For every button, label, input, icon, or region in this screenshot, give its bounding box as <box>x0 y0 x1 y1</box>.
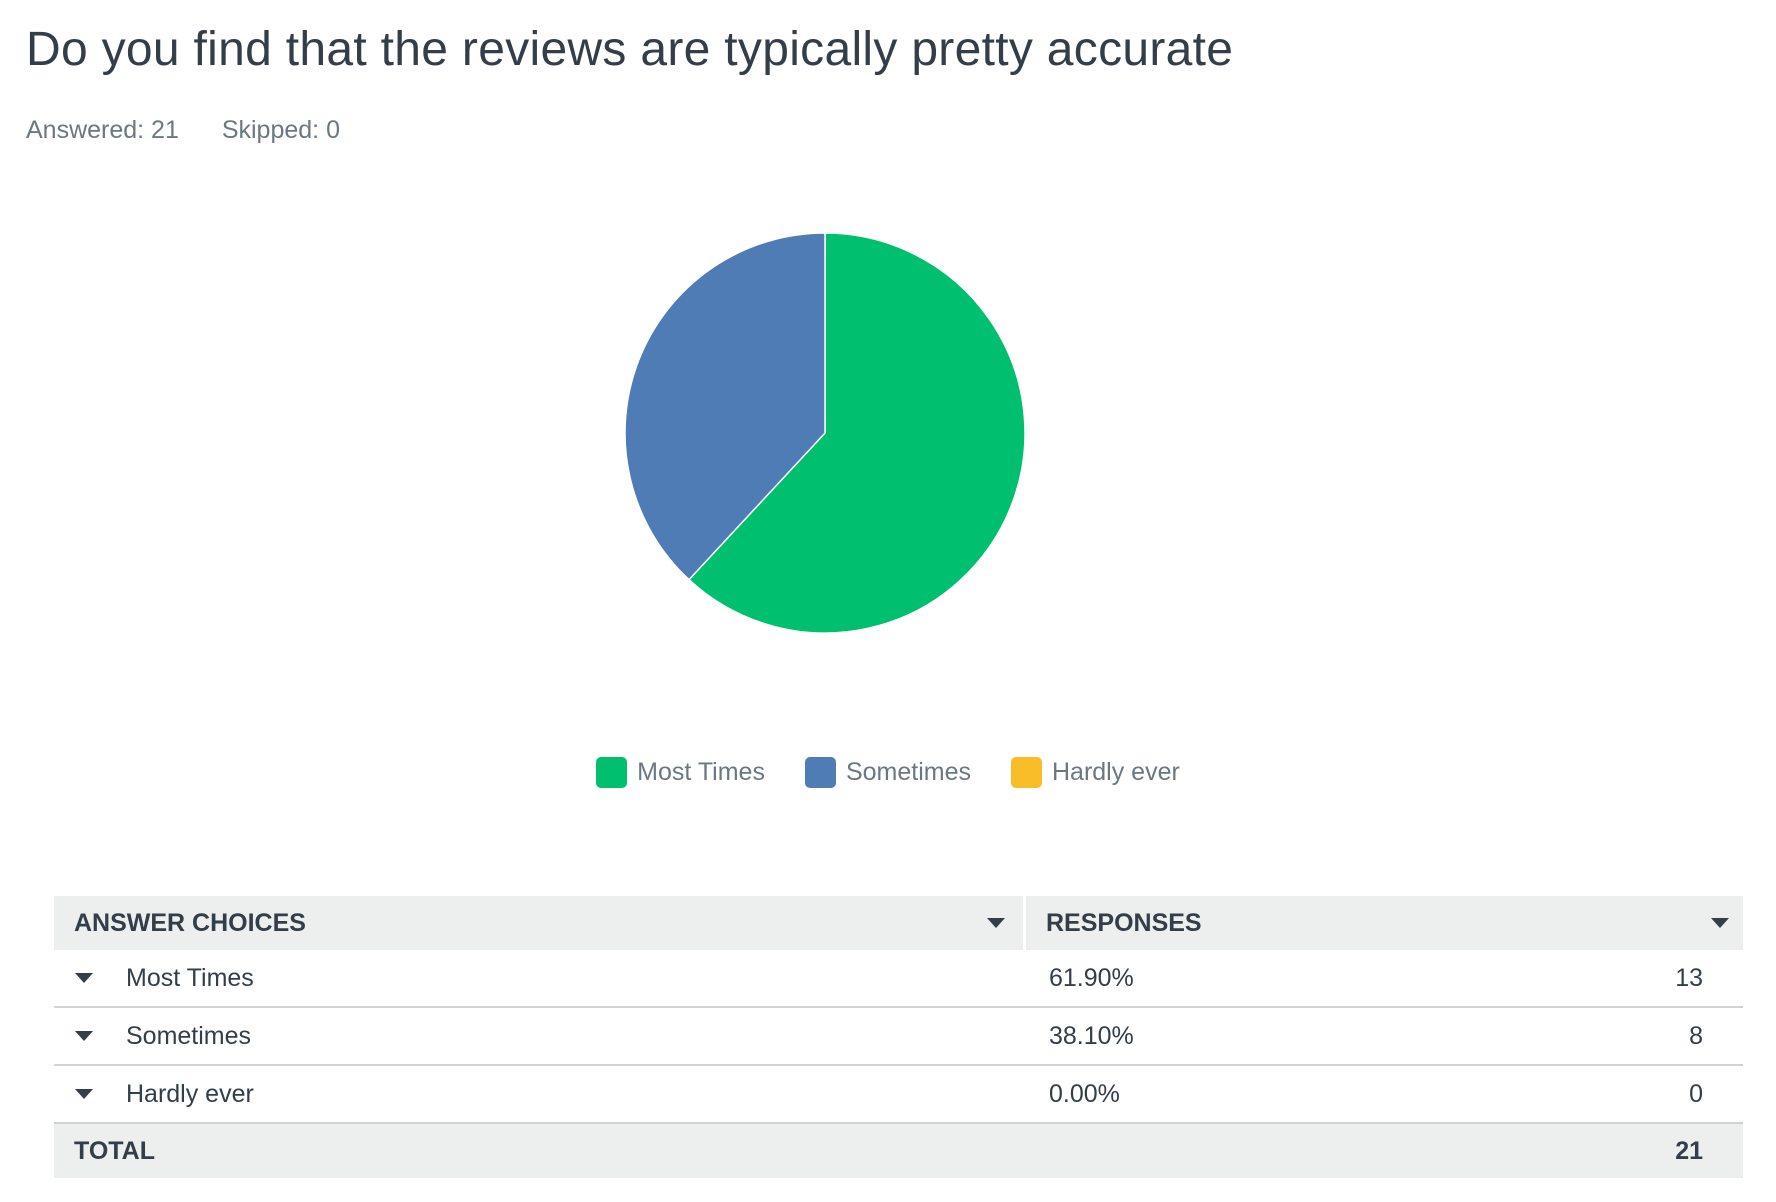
total-label: TOTAL <box>74 1136 156 1165</box>
total-value: 21 <box>1675 1136 1703 1165</box>
response-count: 8 <box>1689 1021 1703 1050</box>
legend-swatch-sometimes <box>804 757 836 788</box>
table-total-row: TOTAL 21 <box>54 1124 1743 1178</box>
choice-label: Sometimes <box>126 1021 252 1050</box>
legend-item-hardly-ever[interactable]: Hardly ever <box>1011 757 1180 788</box>
header-responses-label: RESPONSES <box>1046 908 1202 937</box>
table-row: Sometimes 38.10% 8 <box>54 1008 1743 1066</box>
pie-slice-sometimes[interactable] <box>624 232 826 581</box>
legend-swatch-most-times <box>596 757 628 788</box>
choice-cell: Most Times <box>54 964 1029 993</box>
pie-slice-most-times[interactable] <box>688 232 1026 634</box>
expand-row-icon[interactable] <box>75 973 93 983</box>
results-table: ANSWER CHOICES RESPONSES Most Times 61.9… <box>54 896 1743 1178</box>
choice-label: Hardly ever <box>126 1079 254 1108</box>
choice-cell: Hardly ever <box>54 1080 1029 1109</box>
expand-row-icon[interactable] <box>75 1031 93 1041</box>
response-stats: Answered: 21 Skipped: 0 <box>26 116 376 145</box>
pie-chart <box>624 232 1026 634</box>
chart-legend: Most Times Sometimes Hardly ever <box>0 757 1776 788</box>
legend-item-sometimes[interactable]: Sometimes <box>804 757 971 788</box>
legend-item-most-times[interactable]: Most Times <box>596 757 765 788</box>
legend-label-sometimes: Sometimes <box>845 758 971 786</box>
skipped-count: Skipped: 0 <box>221 116 340 144</box>
sort-choices-icon[interactable] <box>987 918 1005 928</box>
table-header: ANSWER CHOICES RESPONSES <box>54 896 1743 950</box>
response-percent: 0.00% <box>1049 1079 1120 1108</box>
header-answer-choices-label: ANSWER CHOICES <box>74 908 306 937</box>
sort-responses-icon[interactable] <box>1711 918 1729 928</box>
header-responses[interactable]: RESPONSES <box>1026 896 1743 950</box>
table-row: Hardly ever 0.00% 0 <box>54 1066 1743 1124</box>
question-title: Do you find that the reviews are typical… <box>26 23 1234 76</box>
expand-row-icon[interactable] <box>75 1089 93 1099</box>
header-answer-choices[interactable]: ANSWER CHOICES <box>54 896 1026 950</box>
legend-swatch-hardly-ever <box>1011 757 1042 788</box>
answered-count: Answered: 21 <box>26 116 179 144</box>
legend-label-most-times: Most Times <box>637 758 765 786</box>
response-count: 13 <box>1675 963 1703 992</box>
choice-cell: Sometimes <box>54 1022 1029 1051</box>
response-percent: 38.10% <box>1049 1021 1134 1050</box>
response-percent: 61.90% <box>1049 963 1134 992</box>
legend-label-hardly-ever: Hardly ever <box>1052 758 1180 786</box>
response-count: 0 <box>1689 1079 1703 1108</box>
choice-label: Most Times <box>126 963 254 992</box>
table-row: Most Times 61.90% 13 <box>54 950 1743 1008</box>
